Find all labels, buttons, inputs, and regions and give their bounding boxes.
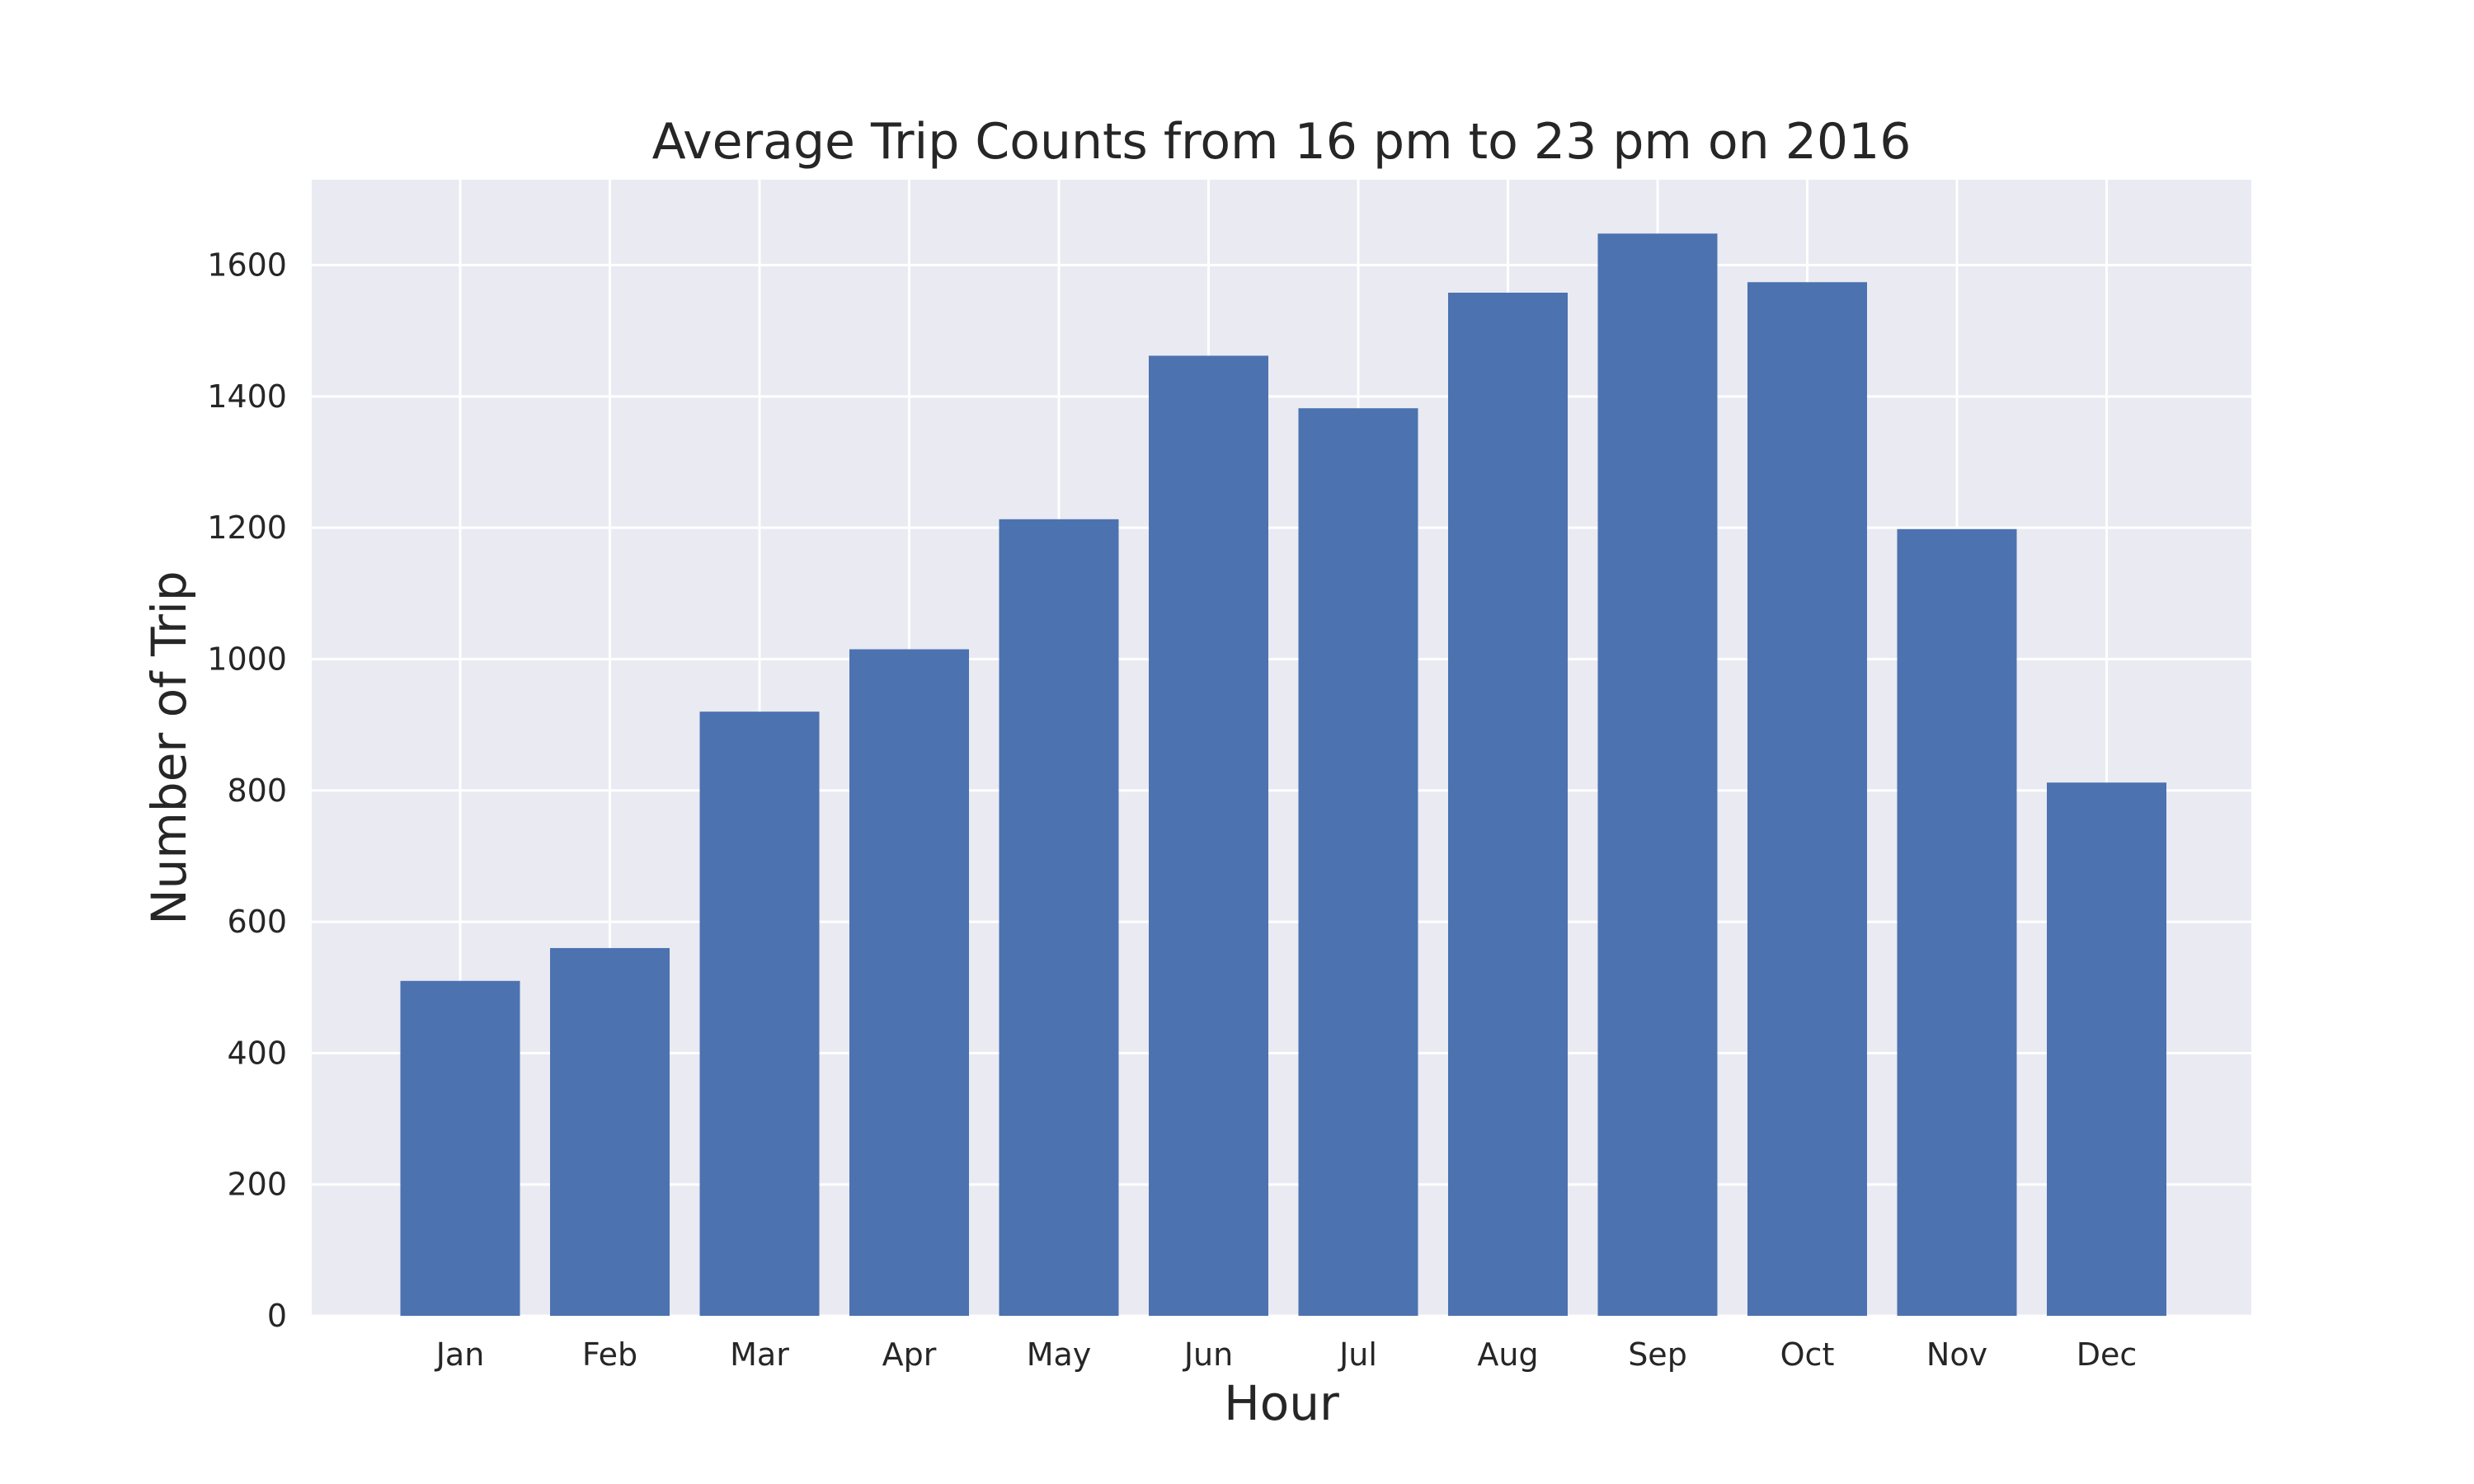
bar-feb xyxy=(550,947,670,1316)
x-axis-ticks: Jan Feb Mar Apr May Jun Jul Aug Sep Oct Nov Dec xyxy=(435,1336,2138,1373)
x-tick-label: Mar xyxy=(730,1336,789,1373)
x-tick-label: Dec xyxy=(2077,1336,2138,1373)
bar-jan xyxy=(400,980,520,1316)
y-tick-label: 1200 xyxy=(207,510,287,546)
y-tick-label: 0 xyxy=(267,1298,287,1334)
x-tick-label: May xyxy=(1027,1336,1092,1373)
bar-jul xyxy=(1298,408,1418,1316)
x-tick-label: Aug xyxy=(1477,1336,1538,1373)
y-tick-label: 400 xyxy=(227,1035,287,1071)
bars xyxy=(400,233,2166,1317)
bar-nov xyxy=(1897,528,2017,1316)
bar-jun xyxy=(1149,355,1268,1317)
bar-sep xyxy=(1597,233,1718,1316)
y-axis-title: Number of Trip xyxy=(141,571,197,924)
y-tick-label: 200 xyxy=(227,1167,287,1203)
x-axis-title: Hour xyxy=(1224,1375,1339,1431)
x-tick-label: Apr xyxy=(882,1336,937,1373)
bar-mar xyxy=(699,711,820,1316)
x-tick-label: Jun xyxy=(1183,1336,1233,1373)
chart-title: Average Trip Counts from 16 pm to 23 pm … xyxy=(652,113,1912,171)
y-tick-label: 1600 xyxy=(207,247,287,284)
y-tick-label: 1400 xyxy=(207,378,287,415)
x-tick-label: Feb xyxy=(582,1336,637,1373)
bar-oct xyxy=(1747,282,1867,1316)
y-tick-label: 1000 xyxy=(207,641,287,677)
bar-aug xyxy=(1448,293,1568,1317)
x-tick-label: Nov xyxy=(1926,1336,1987,1373)
x-tick-label: Jul xyxy=(1338,1336,1377,1373)
bar-apr xyxy=(849,649,969,1316)
y-tick-label: 600 xyxy=(227,904,287,940)
x-tick-label: Oct xyxy=(1780,1336,1835,1373)
y-axis-ticks: 0 200 400 600 800 1000 1200 1400 1600 xyxy=(207,247,287,1334)
y-tick-label: 800 xyxy=(227,773,287,809)
bar-may xyxy=(999,519,1119,1316)
bar-dec xyxy=(2047,782,2166,1316)
x-tick-label: Jan xyxy=(435,1336,485,1373)
x-tick-label: Sep xyxy=(1628,1336,1687,1373)
